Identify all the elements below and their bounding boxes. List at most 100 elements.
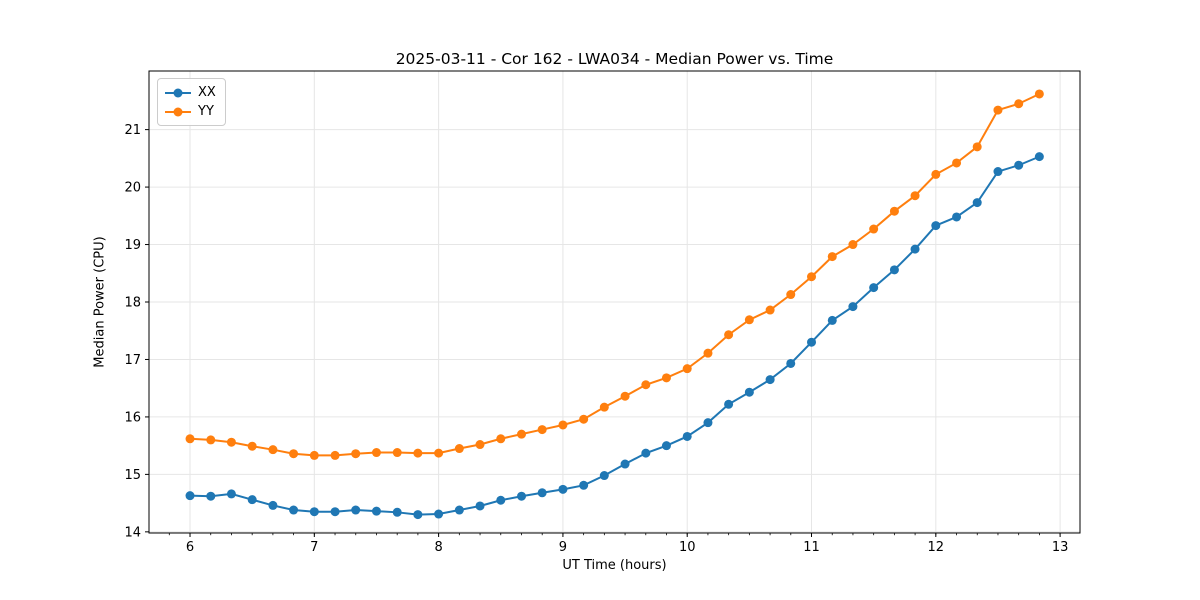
data-point-xx	[869, 283, 879, 293]
x-tick-label: 8	[434, 540, 442, 555]
data-point-xx	[765, 375, 775, 385]
data-point-xx	[848, 302, 858, 312]
data-point-yy	[682, 364, 692, 374]
data-point-yy	[744, 315, 754, 325]
data-point-yy	[371, 448, 381, 458]
data-point-xx	[724, 399, 734, 409]
data-point-xx	[972, 198, 982, 208]
data-point-yy	[537, 425, 547, 435]
data-point-yy	[1014, 99, 1024, 109]
data-point-yy	[910, 191, 920, 201]
data-point-xx	[206, 491, 216, 501]
data-point-yy	[931, 169, 941, 179]
data-point-xx	[931, 221, 941, 231]
series-yy	[185, 89, 1044, 460]
data-point-yy	[247, 441, 257, 451]
data-point-xx	[993, 167, 1003, 177]
data-point-yy	[620, 391, 630, 401]
x-axis-label: UT Time (hours)	[562, 558, 667, 573]
data-point-yy	[392, 448, 402, 458]
data-point-yy	[869, 224, 879, 234]
data-point-yy	[765, 305, 775, 315]
data-point-yy	[724, 330, 734, 340]
data-point-xx	[517, 491, 527, 501]
data-point-xx	[351, 505, 361, 515]
data-point-yy	[330, 450, 340, 460]
data-point-yy	[185, 434, 195, 444]
data-point-xx	[496, 495, 506, 505]
data-point-yy	[848, 240, 858, 250]
data-point-yy	[558, 420, 568, 430]
x-tick-label: 10	[679, 540, 696, 555]
data-point-yy	[496, 434, 506, 444]
y-axis-label: Median Power (CPU)	[92, 236, 108, 368]
chart-title: 2025-03-11 - Cor 162 - LWA034 - Median P…	[395, 50, 834, 68]
data-point-yy	[661, 373, 671, 383]
data-point-yy	[889, 206, 899, 216]
y-tick-label: 21	[124, 123, 141, 138]
legend-dot-icon	[173, 107, 183, 116]
data-point-xx	[475, 501, 485, 511]
series-line-yy	[189, 93, 1040, 457]
data-point-xx	[620, 459, 630, 469]
x-tick-label: 6	[186, 540, 194, 555]
gridlines	[149, 71, 1080, 533]
legend: XX YY	[157, 78, 226, 126]
data-point-yy	[309, 450, 319, 460]
legend-dot-icon	[173, 88, 183, 97]
data-point-xx	[392, 507, 402, 517]
data-point-xx	[330, 507, 340, 517]
data-point-yy	[475, 440, 485, 450]
data-point-xx	[289, 505, 299, 515]
data-point-xx	[827, 315, 837, 325]
data-point-yy	[952, 158, 962, 168]
legend-label-yy: YY	[198, 104, 214, 119]
data-point-xx	[268, 500, 278, 510]
data-point-yy	[226, 437, 236, 447]
y-tick-label: 20	[124, 181, 141, 196]
data-point-xx	[952, 212, 962, 222]
data-point-xx	[226, 489, 236, 499]
x-tick-label: 13	[1052, 540, 1069, 555]
y-tick-label: 14	[124, 525, 141, 540]
axis-ticks	[145, 129, 1061, 537]
data-point-yy	[289, 449, 299, 459]
data-point-xx	[807, 337, 817, 347]
data-point-xx	[454, 505, 464, 515]
data-point-yy	[517, 429, 527, 439]
legend-marker-xx	[165, 88, 191, 98]
data-point-yy	[434, 448, 444, 458]
data-point-yy	[1034, 89, 1044, 99]
data-point-xx	[1034, 152, 1044, 162]
data-point-xx	[661, 441, 671, 451]
y-tick-label: 17	[124, 353, 141, 368]
x-tick-label: 9	[559, 540, 567, 555]
plot-border	[148, 70, 1081, 534]
x-tick-label: 12	[928, 540, 945, 555]
data-point-xx	[1014, 160, 1024, 170]
data-point-yy	[206, 435, 216, 445]
data-point-xx	[434, 509, 444, 519]
data-point-xx	[641, 448, 651, 458]
data-point-xx	[537, 488, 547, 498]
series-line-xx	[189, 155, 1040, 516]
data-point-yy	[807, 272, 817, 282]
data-point-xx	[910, 244, 920, 254]
data-point-yy	[972, 142, 982, 152]
legend-label-xx: XX	[198, 85, 216, 100]
data-point-xx	[371, 506, 381, 516]
y-tick-label: 19	[124, 238, 141, 253]
y-tick-label: 18	[124, 296, 141, 311]
data-point-yy	[827, 252, 837, 262]
data-point-yy	[579, 414, 589, 424]
y-tick-label: 16	[124, 410, 141, 425]
x-tick-label: 11	[803, 540, 820, 555]
y-tick-label: 15	[124, 468, 141, 483]
data-point-yy	[641, 380, 651, 390]
data-point-xx	[558, 484, 568, 494]
data-point-xx	[247, 495, 257, 505]
data-point-yy	[351, 449, 361, 459]
x-tick-label: 7	[310, 540, 318, 555]
data-point-yy	[413, 448, 423, 458]
